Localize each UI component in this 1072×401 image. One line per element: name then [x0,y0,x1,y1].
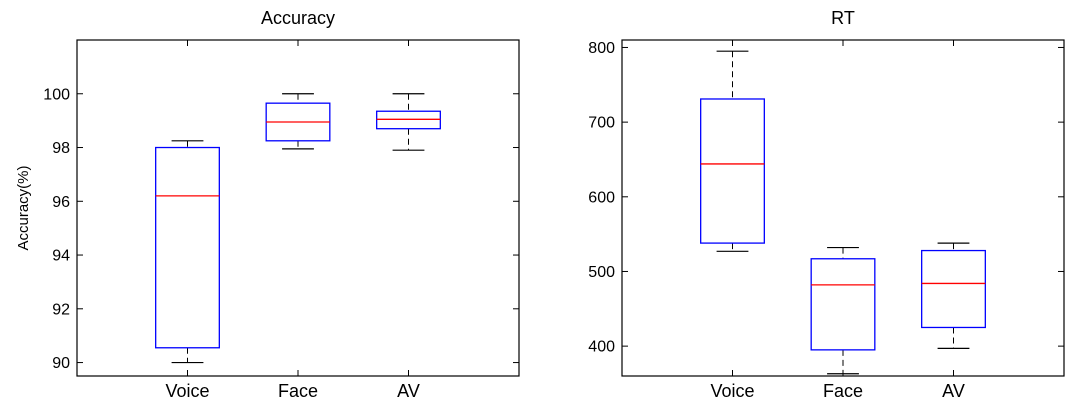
y-tick-label: 600 [588,189,615,206]
chart-title: Accuracy [261,8,335,28]
y-axis-label: Accuracy(%) [15,165,32,250]
iqr-box [810,258,876,351]
y-tick-label: 800 [588,40,615,57]
box-av [376,93,441,151]
box-voice [700,50,765,252]
box-av [921,242,986,349]
accuracy-chart: Accuracy Accuracy(%) 90 92 94 96 98 100 Voice Fac… [15,8,520,401]
iqr-box [376,110,441,130]
box-face [810,246,876,375]
x-category-label: Face [278,381,318,401]
box-face [265,93,331,150]
iqr-box [700,98,765,244]
y-tick-label: 96 [52,194,70,211]
y-tick-label: 90 [52,355,70,372]
y-tick-label: 400 [588,339,615,356]
y-tick-label: 92 [52,301,70,318]
box-voice [155,140,220,364]
x-category-label: AV [942,381,965,401]
y-tick-label: 94 [52,248,70,265]
y-tick-label: 98 [52,140,70,157]
iqr-box [921,249,986,329]
x-category-label: Voice [710,381,754,401]
x-category-label: AV [397,381,420,401]
y-tick-label: 700 [588,115,615,132]
y-tick-label: 100 [43,86,70,103]
plot-frame [621,39,1065,377]
x-category-label: Face [823,381,863,401]
chart-title: RT [831,8,855,28]
x-category-label: Voice [165,381,209,401]
y-tick-label: 500 [588,264,615,281]
plot-frame [76,39,520,377]
iqr-box [155,146,220,349]
rt-chart: RT 400 500 600 700 800 Voice Face AV [588,8,1065,401]
